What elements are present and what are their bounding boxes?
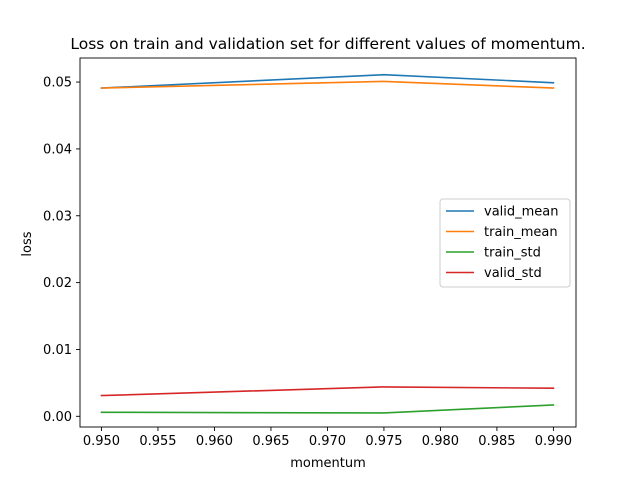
x-tick-label: 0.950 — [83, 434, 120, 449]
series-line-valid-mean — [100, 73, 555, 89]
x-tick-label: 0.975 — [365, 434, 402, 449]
series-line-valid-std — [100, 386, 555, 397]
plot-frame — [79, 57, 577, 428]
x-tick-label: 0.980 — [422, 434, 459, 449]
y-tick-label: 0.01 — [43, 343, 72, 358]
axes — [79, 57, 577, 428]
legend-label-valid-std: valid_std — [484, 266, 542, 281]
legend-label-valid-mean: valid_mean — [484, 205, 559, 220]
y-axis-label: loss — [20, 231, 35, 256]
x-tick-label: 0.990 — [535, 434, 572, 449]
y-tick-label: 0.03 — [43, 209, 72, 224]
x-tick-label: 0.960 — [196, 434, 233, 449]
x-tick-label: 0.985 — [478, 434, 515, 449]
x-tick-label: 0.955 — [139, 434, 176, 449]
series-line-train-std — [100, 404, 555, 414]
y-tick-label: 0.05 — [43, 76, 72, 91]
x-tick-label: 0.965 — [252, 434, 289, 449]
x-tick-label: 0.970 — [309, 434, 346, 449]
series-line-train-mean — [100, 80, 555, 89]
legend-label-train-std: train_std — [484, 246, 541, 261]
y-tick-label: 0.00 — [43, 410, 72, 425]
chart-title: Loss on train and validation set for dif… — [70, 35, 585, 53]
y-tick-label: 0.02 — [43, 276, 72, 291]
y-tick-label: 0.04 — [43, 142, 72, 157]
y-axis-ticks: 0.00 0.01 0.02 0.03 0.04 0.05 — [43, 76, 80, 425]
x-axis-ticks: 0.950 0.955 0.960 0.965 0.970 0.975 0.980 0.985… — [83, 427, 572, 449]
x-axis-label: momentum — [290, 456, 366, 471]
legend: valid_mean train_mean train_std valid_std — [439, 198, 571, 288]
plot-lines — [100, 73, 555, 414]
legend-box — [439, 198, 571, 288]
legend-label-train-mean: train_mean — [484, 225, 558, 240]
